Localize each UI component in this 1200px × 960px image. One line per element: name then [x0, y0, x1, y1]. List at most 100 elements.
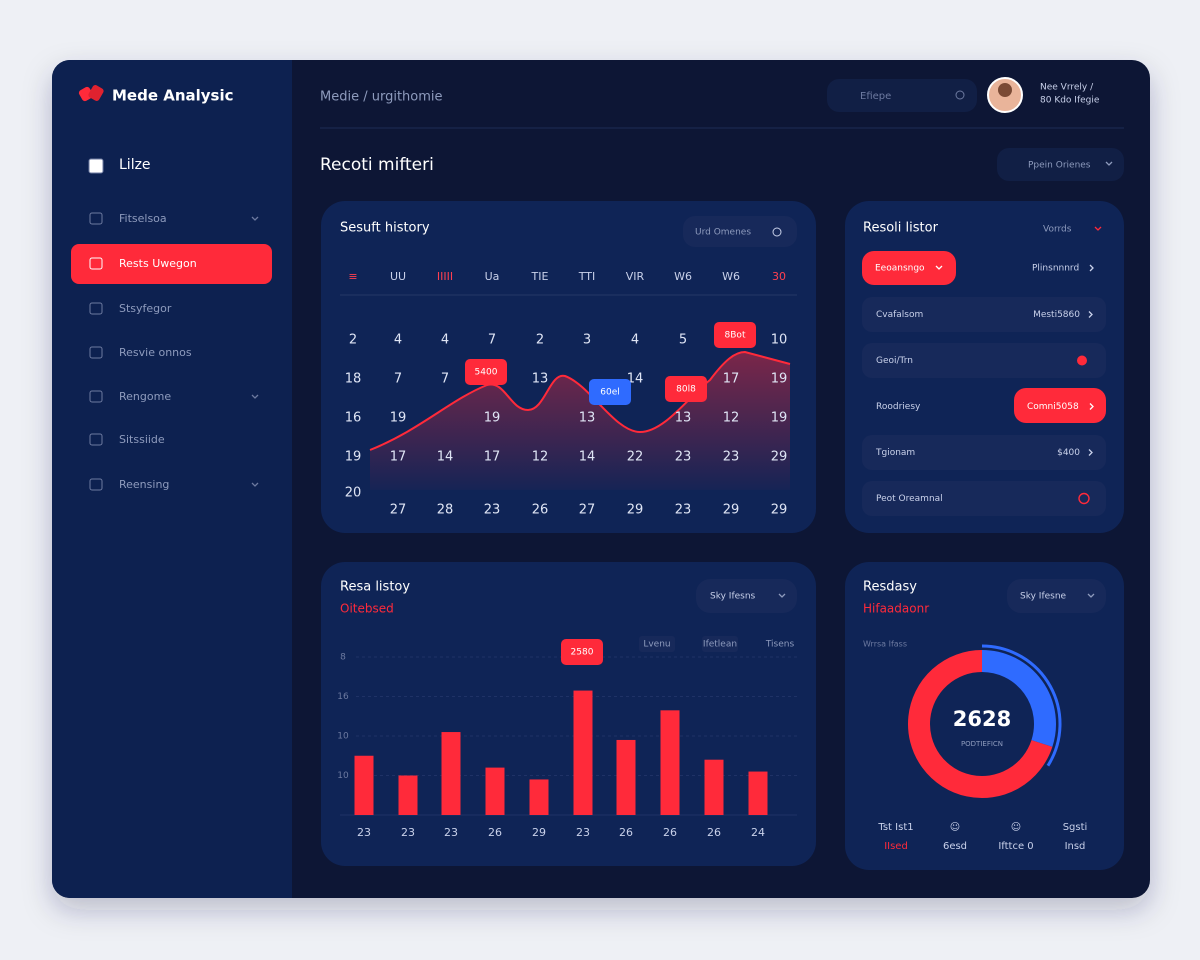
page-button-label: Ppein Orienes [1028, 161, 1091, 171]
nav-label[interactable]: Fitselsoa [119, 212, 167, 225]
calendar-day: 27 [390, 503, 407, 518]
chevron-right [1088, 311, 1093, 318]
button-label: Sky Ifesne [1020, 592, 1067, 602]
bar [573, 690, 593, 815]
calendar-day: 4 [441, 333, 449, 348]
search-box[interactable] [827, 79, 977, 112]
page-button[interactable] [997, 148, 1124, 181]
nav-label[interactable]: Reensing [119, 478, 169, 491]
bar-button[interactable] [696, 579, 797, 613]
donut-outer-arc [981, 644, 1062, 767]
x-tick-label: 26 [707, 826, 721, 839]
stat-label: Tst Ist1 [877, 822, 913, 833]
nav-label[interactable]: Resvie onnos [119, 346, 192, 359]
chevron [251, 482, 259, 487]
legend-chip [702, 636, 738, 652]
bar [485, 767, 505, 815]
calendar-column: UU [390, 270, 406, 283]
nav-icon [89, 346, 103, 359]
row-label: Geoi/Trn [876, 356, 913, 366]
calendar-day: 27 [579, 503, 596, 518]
row-label: Cvafalsom [876, 310, 923, 320]
stat-value: 6esd [943, 841, 967, 852]
nav-label[interactable]: Sitssiide [119, 433, 165, 446]
badge-label: 2580 [571, 648, 594, 658]
calendar-button[interactable] [683, 216, 797, 247]
calendar-day: 19 [771, 372, 788, 387]
nav-label[interactable]: Rengome [119, 390, 171, 403]
y-tick-label: 16 [337, 692, 349, 702]
list-row[interactable] [862, 343, 1106, 378]
badge-label: 80l8 [676, 385, 696, 395]
calendar-day: 22 [627, 450, 644, 465]
chevron [935, 265, 943, 270]
logo [78, 85, 104, 102]
button-label: Urd Omenes [695, 228, 751, 238]
calendar-day: 12 [532, 450, 549, 465]
calendar-day: 19 [771, 411, 788, 426]
legend-label: Ifetlean [703, 640, 737, 650]
stat-label: Sgsti [1063, 822, 1088, 833]
calendar-day: 23 [675, 503, 692, 518]
donut-button[interactable] [1007, 579, 1106, 613]
calendar-day: 7 [394, 372, 402, 387]
calendar-column: VIR [626, 270, 645, 283]
donut-panel [845, 562, 1124, 870]
calendar-badge [665, 376, 707, 402]
bar [660, 710, 680, 815]
calendar-day: 19 [484, 411, 501, 426]
calendar-day: 14 [579, 450, 596, 465]
calendar-badge [589, 379, 631, 405]
donut-label: PODTIEFICN [961, 740, 1003, 748]
calendar-area [370, 352, 790, 490]
calendar-column: TIE [531, 270, 549, 283]
x-tick-label: 26 [663, 826, 677, 839]
list-row[interactable] [862, 435, 1106, 470]
row-button[interactable] [1014, 388, 1106, 423]
list-row[interactable] [862, 297, 1106, 332]
calendar-day: 29 [771, 503, 788, 518]
badge-label: 60el [600, 388, 620, 398]
bar [748, 771, 768, 815]
calendar-day: 19 [390, 411, 407, 426]
calendar-day: 23 [723, 450, 740, 465]
nav-label[interactable]: Rests Uwegon [119, 257, 197, 270]
nav-icon [89, 257, 103, 270]
search-placeholder: Efiepe [860, 91, 891, 102]
user-role: 80 Kdo Ifegie [1040, 96, 1100, 106]
calendar-day: 17 [390, 450, 407, 465]
calendar-day: 13 [675, 411, 692, 426]
calendar-day: 19 [345, 450, 362, 465]
list-row[interactable] [862, 481, 1106, 516]
filter-label: Vorrds [1043, 225, 1072, 235]
row-label: Peot Oreamnal [876, 494, 943, 504]
panel-title: Resoli listor [863, 221, 939, 236]
chevron [1087, 593, 1095, 598]
breadcrumb: Medie / urgithomie [320, 90, 443, 105]
bar [616, 739, 636, 815]
row-value: Comni5058 [1027, 402, 1079, 412]
donut-segment [981, 650, 1056, 747]
user-name: Nee Vrrely / [1040, 83, 1094, 93]
chevron-right [1088, 449, 1093, 456]
row-label: Tgionam [875, 448, 915, 458]
x-tick-label: 26 [488, 826, 502, 839]
y-tick-label: 10 [337, 732, 349, 742]
bar [441, 732, 461, 815]
nav-label[interactable]: Lilze [119, 157, 151, 173]
legend-chip [639, 636, 675, 652]
chevron-right [1089, 264, 1094, 272]
calendar-column: TTI [578, 270, 596, 283]
button-icon [772, 227, 782, 237]
nav-label[interactable]: Stsyfegor [119, 302, 172, 315]
panel-subtitle: Hifaadaonr [863, 602, 929, 616]
badge-label: 8Bot [725, 331, 746, 341]
nav-active[interactable] [71, 244, 272, 284]
sidebar [52, 60, 292, 898]
bar [354, 755, 374, 815]
nav-icon [89, 302, 103, 315]
primary-button[interactable] [862, 251, 956, 285]
y-tick-label: 8 [340, 653, 346, 663]
nav-icon [89, 212, 103, 225]
stat-value: Insd [1065, 841, 1086, 852]
